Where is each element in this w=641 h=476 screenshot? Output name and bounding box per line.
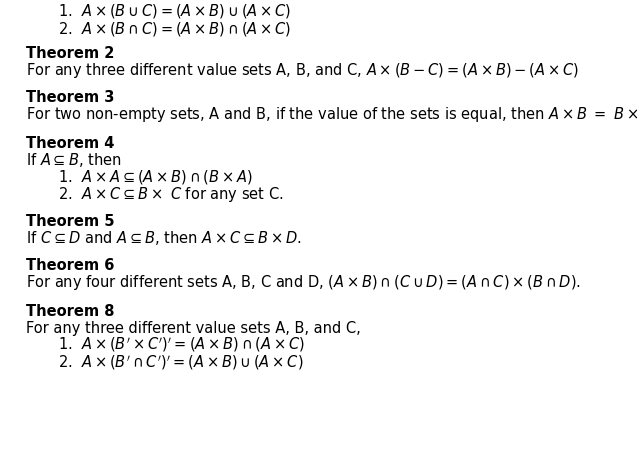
Text: Theorem 5: Theorem 5 (26, 214, 114, 229)
Text: 1.  $A \times (B \cup C) = (A \times B) \cup (A \times C)$: 1. $A \times (B \cup C) = (A \times B) \… (58, 2, 291, 20)
Text: For any three different value sets A, B, and C, $A \times (B - C) = (A \times B): For any three different value sets A, B,… (26, 61, 579, 80)
Text: 2.  $A \times (B \cap C) = (A \times B) \cap (A \times C)$: 2. $A \times (B \cap C) = (A \times B) \… (58, 20, 291, 38)
Text: Theorem 3: Theorem 3 (26, 90, 114, 105)
Text: 2.  $A \times (B' \cap C')' = (A \times B) \cup (A \times C)$: 2. $A \times (B' \cap C')' = (A \times B… (58, 353, 303, 371)
Text: 1.  $A \times A \subseteq (A \times B) \cap (B \times A)$: 1. $A \times A \subseteq (A \times B) \c… (58, 169, 253, 187)
Text: Theorem 6: Theorem 6 (26, 258, 114, 273)
Text: For any three different value sets A, B, and C,: For any three different value sets A, B,… (26, 321, 360, 336)
Text: For two non-empty sets, A and B, if the value of the sets is equal, then $A \tim: For two non-empty sets, A and B, if the … (26, 105, 641, 124)
Text: For any four different sets A, B, C and D, $(A \times B) \cap (C \cup D) = (A \c: For any four different sets A, B, C and … (26, 273, 581, 292)
Text: Theorem 2: Theorem 2 (26, 46, 114, 61)
Text: 2.  $A \times C \subseteq B \times\ C$ for any set C.: 2. $A \times C \subseteq B \times\ C$ fo… (58, 185, 283, 204)
Text: Theorem 8: Theorem 8 (26, 304, 114, 319)
Text: Theorem 4: Theorem 4 (26, 136, 114, 151)
Text: If $C \subseteq D$ and $A \subseteq B$, then $A \times C \subseteq B \times D.$: If $C \subseteq D$ and $A \subseteq B$, … (26, 229, 302, 247)
Text: 1.  $A \times (B' \times C')' = (A \times B) \cap (A \times C)$: 1. $A \times (B' \times C')' = (A \times… (58, 336, 304, 355)
Text: If $A \subseteq B$, then: If $A \subseteq B$, then (26, 151, 121, 169)
